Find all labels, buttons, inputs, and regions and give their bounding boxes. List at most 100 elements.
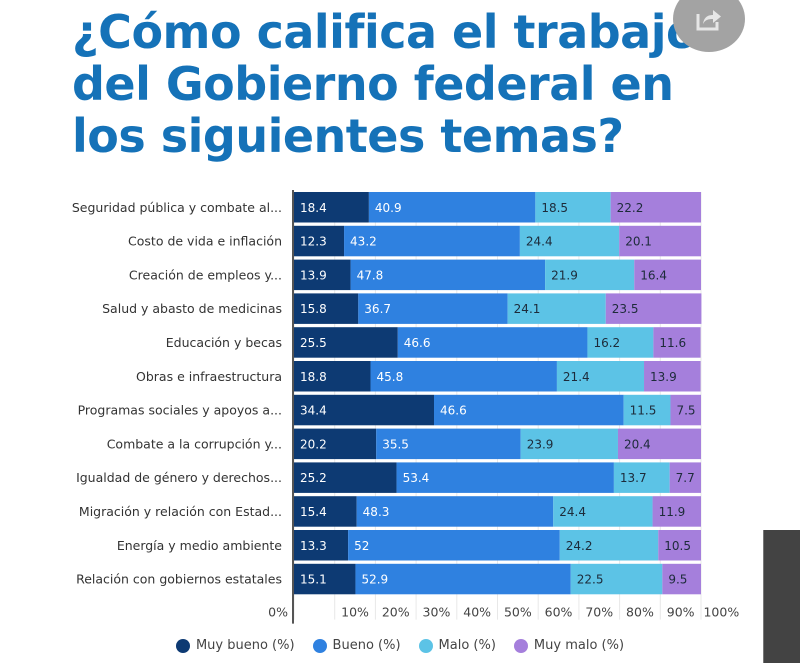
bar-segment[interactable] xyxy=(344,225,520,257)
bar-segment[interactable] xyxy=(570,563,663,595)
bar-segment[interactable] xyxy=(617,428,701,460)
bar-segment[interactable] xyxy=(605,293,702,324)
bar-segment[interactable] xyxy=(294,563,356,595)
bar-segment[interactable] xyxy=(553,496,653,527)
data-label: 40.9 xyxy=(375,201,402,215)
bar-segment[interactable] xyxy=(294,394,435,426)
bar-segment[interactable] xyxy=(619,225,701,257)
bar-segment[interactable] xyxy=(294,192,369,223)
bar-segment[interactable] xyxy=(535,192,611,223)
bar-segment[interactable] xyxy=(634,259,701,291)
data-label: 23.9 xyxy=(527,437,554,451)
bar-segment[interactable] xyxy=(294,293,359,324)
legend-label: Bueno (%) xyxy=(332,638,401,653)
data-label: 46.6 xyxy=(440,404,467,418)
data-label: 13.7 xyxy=(620,471,647,485)
bar-segment[interactable] xyxy=(396,462,614,493)
bar-segment[interactable] xyxy=(662,563,701,595)
bar-segment[interactable] xyxy=(294,327,398,358)
legend-item[interactable]: Muy malo (%) xyxy=(513,638,624,653)
bar-segment[interactable] xyxy=(658,530,701,561)
legend-item[interactable]: Malo (%) xyxy=(418,638,496,653)
category-label: Migración y relación con Estad... xyxy=(79,504,282,519)
bar-segment[interactable] xyxy=(358,293,508,324)
bar-segment[interactable] xyxy=(294,428,377,460)
data-label: 22.2 xyxy=(617,201,644,215)
bar-segment[interactable] xyxy=(669,462,701,493)
bar-segment[interactable] xyxy=(350,259,546,291)
x-tick-label: 0% xyxy=(268,605,288,620)
bar-segment[interactable] xyxy=(294,462,397,493)
legend-dot-icon xyxy=(312,638,327,653)
stacked-bar-chart: 18.4 40.9 18.5 22.2 12.3 43.2 24.4 20.1 13.9 47.8… xyxy=(72,190,739,624)
legend-label: Malo (%) xyxy=(438,638,496,653)
bar-segment[interactable] xyxy=(294,496,357,527)
bar-segment[interactable] xyxy=(294,530,349,561)
bar-segment[interactable] xyxy=(294,259,351,291)
category-label: Costo de vida e inflación xyxy=(128,234,282,249)
bars: 18.4 40.9 18.5 22.2 12.3 43.2 24.4 20.1 13.9 47.8… xyxy=(294,192,702,595)
bar-segment[interactable] xyxy=(348,530,560,561)
bar-segment[interactable] xyxy=(559,530,659,561)
bar-segment[interactable] xyxy=(370,361,557,392)
data-label: 20.2 xyxy=(300,437,327,451)
bar-segment[interactable] xyxy=(294,225,345,257)
category-label: Obras e infraestructura xyxy=(136,369,282,384)
legend-dot-icon xyxy=(418,638,433,653)
bar-segment[interactable] xyxy=(653,327,701,358)
data-label: 25.5 xyxy=(300,336,327,350)
data-label: 16.2 xyxy=(593,336,620,350)
data-label: 11.9 xyxy=(659,505,686,519)
data-label: 13.9 xyxy=(650,370,677,384)
data-label: 52 xyxy=(354,539,369,553)
legend-item[interactable]: Muy bueno (%) xyxy=(175,638,295,653)
bar-segment[interactable] xyxy=(376,428,521,460)
data-label: 7.7 xyxy=(676,471,695,485)
bar-segment[interactable] xyxy=(434,394,624,426)
data-label: 9.5 xyxy=(668,573,687,587)
category-label: Salud y abasto de medicinas xyxy=(102,301,282,316)
bar-segment[interactable] xyxy=(670,394,701,426)
x-tick-label: 40% xyxy=(463,605,491,620)
bar-segment[interactable] xyxy=(652,496,701,527)
bar-segment[interactable] xyxy=(519,225,620,257)
x-tick-label: 100% xyxy=(703,605,739,620)
bar-segment[interactable] xyxy=(520,428,618,460)
x-tick-label: 50% xyxy=(504,605,532,620)
data-label: 18.4 xyxy=(300,201,327,215)
bar-segment[interactable] xyxy=(610,192,701,223)
category-label: Igualdad de género y derechos... xyxy=(76,470,282,485)
x-tick-label: 20% xyxy=(382,605,410,620)
bar-segment[interactable] xyxy=(613,462,670,493)
data-label: 13.9 xyxy=(300,268,327,282)
bar-segment[interactable] xyxy=(587,327,654,358)
x-tick-label: 70% xyxy=(585,605,613,620)
bar-segment[interactable] xyxy=(355,563,571,595)
bar-segment[interactable] xyxy=(356,496,554,527)
data-label: 20.1 xyxy=(625,235,652,249)
bar-segment[interactable] xyxy=(294,361,371,392)
legend: Muy bueno (%) Bueno (%) Malo (%) Muy malo (… xyxy=(0,638,800,653)
bar-segment[interactable] xyxy=(644,361,701,392)
data-label: 11.6 xyxy=(659,336,686,350)
bar-segment[interactable] xyxy=(368,192,536,223)
data-label: 15.8 xyxy=(300,302,327,316)
data-label: 15.1 xyxy=(300,573,327,587)
bar-segment[interactable] xyxy=(397,327,588,358)
category-label: Programas sociales y apoyos a... xyxy=(78,403,282,418)
x-tick-label: 30% xyxy=(423,605,451,620)
data-label: 21.4 xyxy=(563,370,590,384)
category-label: Energía y medio ambiente xyxy=(117,538,282,553)
data-label: 15.4 xyxy=(300,505,327,519)
bar-segment[interactable] xyxy=(623,394,671,426)
legend-item[interactable]: Bueno (%) xyxy=(312,638,401,653)
legend-label: Muy bueno (%) xyxy=(195,638,295,653)
bar-segment[interactable] xyxy=(556,361,645,392)
bar-segment[interactable] xyxy=(545,259,635,291)
data-label: 22.5 xyxy=(577,573,604,587)
share-button[interactable] xyxy=(673,0,745,52)
data-label: 47.8 xyxy=(357,268,384,282)
data-label: 45.8 xyxy=(377,370,404,384)
data-label: 24.4 xyxy=(559,505,586,519)
bar-segment[interactable] xyxy=(507,293,606,324)
